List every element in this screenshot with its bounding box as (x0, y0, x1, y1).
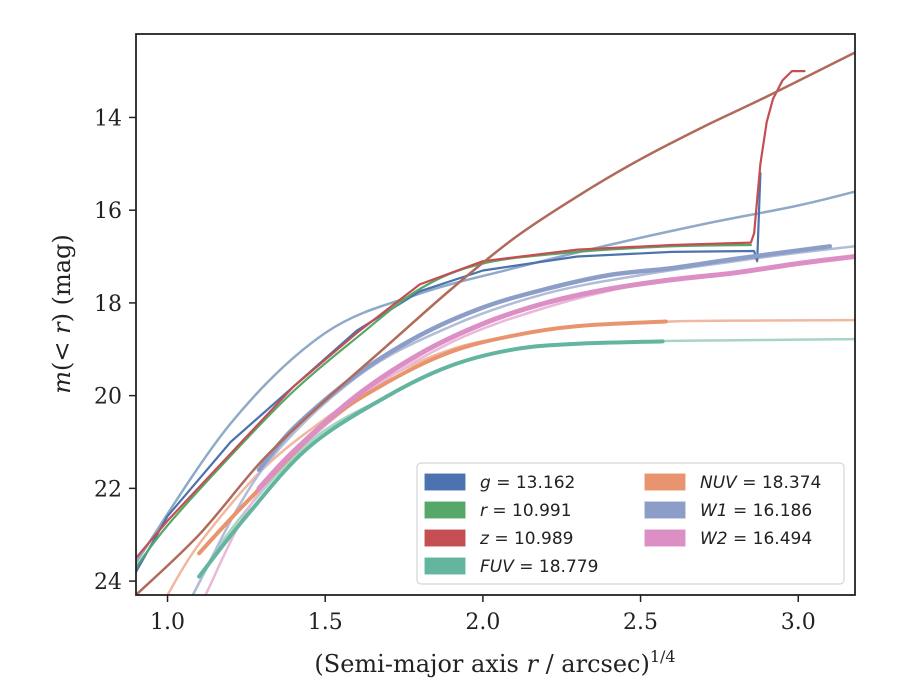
legend-swatch (644, 501, 686, 519)
legend-swatch (424, 501, 466, 519)
y-tick-label: 24 (94, 570, 122, 595)
y-tick-label: 22 (94, 477, 122, 502)
legend-entry: NUV = 18.374 (700, 473, 821, 493)
legend-entry: W2 = 16.494 (700, 529, 812, 549)
legend-items: g = 13.162 r = 10.991 z = 10.989 FUV = 18.7… (424, 473, 821, 577)
plot-frame (135, 33, 856, 596)
legend-entry: r = 10.991 (480, 501, 572, 521)
x-tick-label: 2.0 (465, 610, 500, 635)
y-tick-label: 20 (94, 385, 122, 410)
x-tick-label: 1.0 (150, 610, 185, 635)
legend-swatch (424, 557, 466, 575)
x-axis: 1.0 1.5 2.0 2.5 3.0 (150, 595, 816, 635)
series-line-W1 (256, 244, 833, 473)
series-line-NUV (197, 319, 668, 556)
series-line-NUV-model (166, 318, 855, 595)
legend-entry: FUV = 18.779 (480, 557, 598, 577)
legend-box (416, 462, 845, 585)
series-line-W2 (256, 254, 855, 491)
legend-entry: W1 = 16.186 (700, 501, 812, 521)
series-line-FUV (197, 339, 665, 579)
x-tick-label: 1.5 (308, 610, 343, 635)
x-tick-label: 3.0 (781, 610, 816, 635)
legend-entry: z = 10.989 (479, 529, 573, 549)
y-axis: 14 16 18 20 22 24 (94, 106, 136, 595)
legend-swatch (424, 529, 466, 547)
legend-entry: g = 13.162 (480, 473, 575, 493)
series-line-g (136, 172, 762, 573)
x-axis-label: (Semi-major axis r / arcsec)1/4 (314, 647, 675, 678)
series-layer (136, 51, 855, 595)
legend-swatch (644, 473, 686, 491)
y-axis-label: m(< r) (mag) (48, 234, 76, 394)
legend-swatch (644, 529, 686, 547)
x-tick-label: 2.5 (623, 610, 658, 635)
series-line-g-model (136, 190, 855, 564)
legend: g = 13.162 r = 10.991 z = 10.989 FUV = 18.7… (416, 462, 845, 585)
y-tick-label: 16 (94, 199, 122, 224)
series-line-z-model (136, 51, 855, 595)
legend-swatch (424, 473, 466, 491)
y-tick-label: 18 (94, 292, 122, 317)
y-tick-label: 14 (94, 106, 122, 131)
series-line-r (136, 243, 752, 569)
